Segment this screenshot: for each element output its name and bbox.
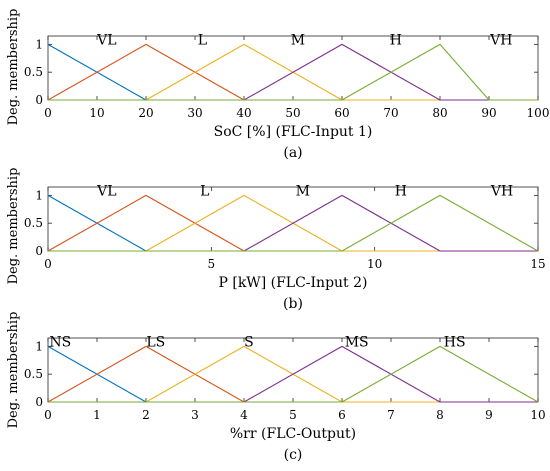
x-tick-label: 0 bbox=[44, 408, 52, 422]
x-tick-label: 0 bbox=[44, 257, 52, 271]
x-tick-label: 8 bbox=[436, 408, 444, 422]
y-tick-label: 0.5 bbox=[24, 216, 43, 230]
mf-label-h: H bbox=[395, 183, 407, 199]
x-tick-label: 3 bbox=[191, 408, 199, 422]
x-tick-label: 0 bbox=[44, 106, 52, 120]
y-tick-label: 1 bbox=[35, 188, 43, 202]
x-tick-label: 15 bbox=[530, 257, 545, 271]
x-tick-label: 40 bbox=[236, 106, 251, 120]
mf-label-vl: VL bbox=[96, 32, 116, 48]
mf-label-vh: VH bbox=[489, 32, 512, 48]
mf-label-m: M bbox=[291, 32, 305, 48]
x-tick-label: 50 bbox=[285, 106, 300, 120]
mf-label-ns: NS bbox=[49, 334, 71, 350]
y-tick-label: 0.5 bbox=[24, 367, 43, 381]
x-tick-label: 80 bbox=[432, 106, 447, 120]
y-tick-label: 0.5 bbox=[24, 65, 43, 79]
x-tick-label: 10 bbox=[367, 257, 382, 271]
x-tick-label: 10 bbox=[89, 106, 104, 120]
x-tick-label: 2 bbox=[142, 408, 150, 422]
mf-label-vl: VL bbox=[96, 183, 116, 199]
x-tick-label: 60 bbox=[334, 106, 349, 120]
y-tick-label: 0 bbox=[35, 244, 43, 258]
x-axis-title: P [kW] (FLC-Input 2) bbox=[218, 275, 367, 291]
x-tick-label: 1 bbox=[93, 408, 101, 422]
x-tick-label: 4 bbox=[240, 408, 248, 422]
x-tick-label: 70 bbox=[383, 106, 398, 120]
panel-a: 0 10 20 30 40 50 60 70 80 90 100 0 0.5 1 VL L M H VH SoC [%… bbox=[6, 9, 549, 161]
panel-caption: (b) bbox=[283, 296, 303, 312]
mf-label-ms: MS bbox=[345, 334, 369, 350]
x-tick-label: 5 bbox=[289, 408, 297, 422]
mf-label-s: S bbox=[244, 334, 254, 350]
x-tick-label: 5 bbox=[208, 257, 216, 271]
mf-label-hs: HS bbox=[444, 334, 466, 350]
x-axis-title: %rr (FLC-Output) bbox=[230, 426, 356, 442]
y-axis-title: Deg. membership bbox=[6, 312, 21, 429]
mf-label-l: L bbox=[200, 183, 209, 199]
mf-label-l: L bbox=[198, 32, 207, 48]
y-tick-label: 1 bbox=[35, 37, 43, 51]
y-tick-label: 0 bbox=[35, 395, 43, 409]
x-tick-label: 9 bbox=[485, 408, 493, 422]
plot-frame bbox=[47, 186, 539, 252]
mf-label-vh: VH bbox=[490, 183, 513, 199]
panel-caption: (c) bbox=[284, 447, 303, 463]
series-vh-line bbox=[48, 43, 538, 101]
panel-b: 0 5 10 15 0 0.5 1 VL L M H VH P [kW] (FLC-Input 2) De… bbox=[6, 168, 546, 312]
series-vh-line bbox=[48, 194, 539, 252]
x-axis-title: SoC [%] (FLC-Input 1) bbox=[214, 124, 373, 140]
y-axis-title: Deg. membership bbox=[6, 168, 21, 285]
y-tick-label: 0 bbox=[35, 93, 43, 107]
mf-label-h: H bbox=[390, 32, 402, 48]
y-tick-label: 1 bbox=[35, 339, 43, 353]
x-tick-label: 10 bbox=[530, 408, 545, 422]
series-h-line bbox=[48, 194, 538, 252]
y-axis-title: Deg. membership bbox=[6, 9, 21, 126]
panel-caption: (a) bbox=[283, 145, 302, 161]
x-tick-label: 90 bbox=[481, 106, 496, 120]
x-tick-label: 7 bbox=[387, 408, 395, 422]
mf-label-m: M bbox=[296, 183, 310, 199]
x-tick-label: 100 bbox=[527, 106, 550, 120]
x-tick-label: 6 bbox=[338, 408, 346, 422]
mf-label-ls: LS bbox=[146, 334, 165, 350]
series-ms-line bbox=[48, 345, 538, 403]
series-hs-line bbox=[48, 345, 539, 403]
x-tick-label: 30 bbox=[187, 106, 202, 120]
panel-c: 0 1 2 3 4 5 6 7 8 9 10 0 0.5 1 NS LS S MS HS %rr (FLC-Outpu… bbox=[6, 312, 546, 463]
x-tick-label: 20 bbox=[138, 106, 153, 120]
